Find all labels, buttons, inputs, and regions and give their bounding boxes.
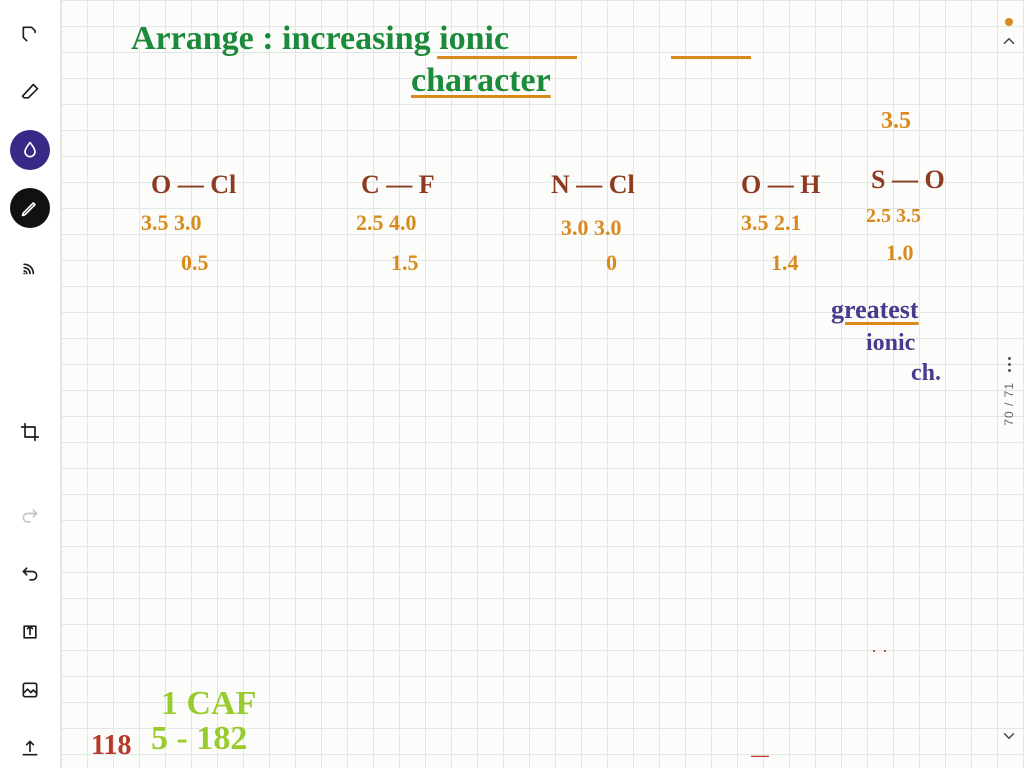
bond-en: 3.5 3.0 <box>141 210 202 236</box>
image-icon[interactable] <box>10 670 50 710</box>
page-counter: 70 / 71 <box>1002 382 1016 426</box>
annotation-line1: greatest <box>831 295 919 325</box>
drawing-canvas[interactable]: Arrange : increasing ionic character 3.5… <box>60 0 1024 768</box>
bond-en: 2.5 4.0 <box>356 210 417 236</box>
footer-red: 118 <box>91 730 131 762</box>
stray-marks: — <box>751 745 769 766</box>
chevron-up-icon[interactable] <box>1000 32 1018 55</box>
redo-icon[interactable] <box>10 496 50 536</box>
footer-line2: 5 - 182 <box>151 720 247 758</box>
bond-diff: 1.0 <box>886 240 914 266</box>
chevron-down-icon[interactable] <box>1000 727 1018 750</box>
more-icon[interactable] <box>1008 357 1011 372</box>
stray-marks: · · <box>871 640 888 661</box>
bond-diff: 1.4 <box>771 250 799 276</box>
title-line2: character <box>411 62 551 100</box>
title-line1: Arrange : increasing ionic <box>131 20 509 58</box>
annotation-line2: ionic <box>866 330 915 357</box>
color-tool-icon[interactable] <box>10 130 50 170</box>
bond-diff: 0 <box>606 250 617 276</box>
bond-diff: 1.5 <box>391 250 419 276</box>
bond-label: S — O <box>871 165 945 195</box>
underline-accent <box>437 56 577 59</box>
lasso-icon[interactable] <box>10 14 50 54</box>
undo-icon[interactable] <box>10 554 50 594</box>
underline-accent <box>671 56 751 59</box>
share-icon[interactable] <box>10 612 50 652</box>
eraser-icon[interactable] <box>10 72 50 112</box>
bond-en: 2.5 3.5 <box>866 205 921 228</box>
cast-icon[interactable] <box>10 246 50 286</box>
bond-label: O — Cl <box>151 170 236 200</box>
bond-label: O — H <box>741 170 820 200</box>
bond-en: 3.0 3.0 <box>561 215 622 241</box>
lone-value: 3.5 <box>881 108 911 135</box>
footer-line1: 1 CAF <box>161 685 256 723</box>
bond-label: N — Cl <box>551 170 635 200</box>
right-edge-controls: 70 / 71 <box>1000 0 1018 768</box>
annotation-line3: ch. <box>911 360 941 387</box>
bond-label: C — F <box>361 170 435 200</box>
export-icon[interactable] <box>10 728 50 768</box>
left-toolbar <box>0 0 60 768</box>
pen-tool-icon[interactable] <box>10 188 50 228</box>
bond-diff: 0.5 <box>181 250 209 276</box>
bond-en: 3.5 2.1 <box>741 210 802 236</box>
crop-icon[interactable] <box>10 412 50 452</box>
notification-dot-icon <box>1005 18 1013 26</box>
